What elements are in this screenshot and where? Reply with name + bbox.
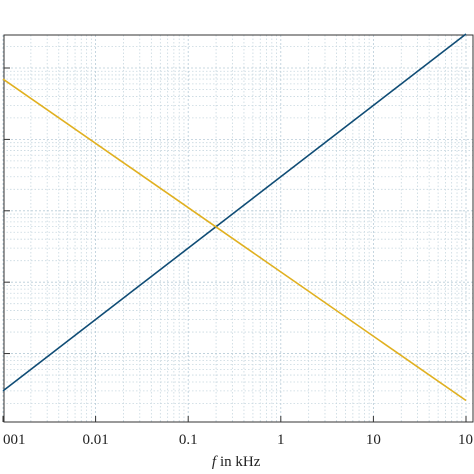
x-tick-label: 1 [277,432,285,448]
x-axis-label-var: f [212,454,218,470]
x-tick-label: 10 [366,432,381,448]
x-axis-label: in kHz [220,454,261,470]
line-series [2,33,467,392]
plot-frame [3,34,474,423]
x-tick-label: 0.01 [82,432,108,448]
line-series [2,78,467,402]
x-tick-label: 0.1 [179,432,198,448]
x-tick-label: 10 [458,432,473,448]
x-tick-label: 001 [3,432,26,448]
